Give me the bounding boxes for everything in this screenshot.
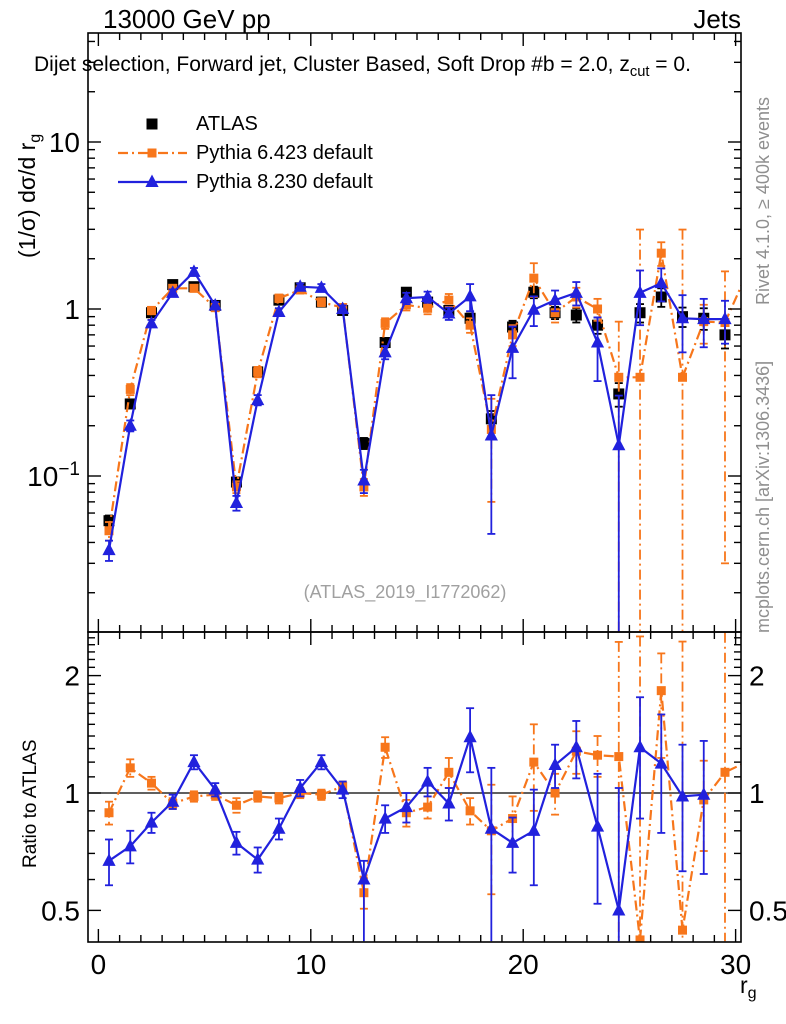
x-axis-title: rg [740,972,757,1002]
axis-ticks [88,33,741,942]
y-tick-label-ratio-left: 0.5 [41,895,80,926]
header-beam-energy: 13000 GeV pp [103,4,271,34]
y-tick-label-ratio-right: 0.5 [749,895,786,926]
axis-tick-labels: 0 10 20 30 10 1 10−1 2 2 1 1 0.5 0.5 [27,127,786,980]
legend-markers [118,118,187,188]
series-pythia8 [102,696,711,942]
x-tick-label: 30 [720,949,751,980]
y-axis-title-top: (1/σ) dσ/d rg [14,133,44,258]
plot-title-subscript: cut [629,64,650,80]
y-tick-label-top: 10−1 [27,459,80,492]
y-axis-title-ratio: Ratio to ATLAS [20,739,41,869]
y-tick-label-top: 1 [64,294,80,325]
y-tick-label-top: 10 [49,127,80,158]
y-tick-label-ratio-left: 2 [64,661,80,692]
x-tick-label: 0 [91,949,107,980]
y-tick-label-ratio-left: 1 [64,778,80,809]
mcplots-reference-note: mcplots.cern.ch [arXiv:1306.3436] [753,360,773,633]
analysis-id-watermark: (ATLAS_2019_I1772062) [303,582,507,602]
plot-frames [87,32,742,943]
x-tick-label: 20 [508,949,539,980]
plot-title: Dijet selection, Forward jet, Cluster Ba… [34,53,691,80]
x-tick-label: 10 [295,949,326,980]
legend-label-pythia6: Pythia 6.423 default [196,142,373,164]
rivet-version-note: Rivet 4.1.0, ≥ 400k events [753,97,773,305]
series-pythia8 [102,264,732,632]
y-tick-label-ratio-right: 2 [749,661,765,692]
header-analysis-group: Jets [693,4,741,34]
y-tick-label-ratio-right: 1 [749,778,765,809]
legend-label-atlas: ATLAS [196,113,258,135]
legend-label-pythia8: Pythia 8.230 default [196,171,373,193]
